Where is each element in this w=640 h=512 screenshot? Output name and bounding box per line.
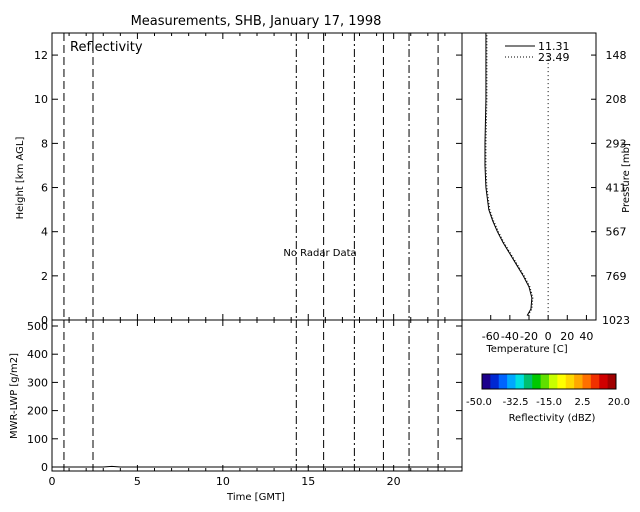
reflectivity-panel: Reflectivity No Radar Data Height [km AG… [15,32,463,327]
colorbar-frame [481,373,617,390]
colorbar-tick-label: 2.5 [575,397,591,408]
temperature-tick-label: -60 [482,330,500,343]
colorbar-cell [507,374,516,389]
temperature-panel: Temperature [C] Pressure [mb] -60 -40 -20 0… [461,32,632,355]
pressure-axis-label: Pressure [mb] [621,143,632,213]
height-tick-label: 8 [41,137,48,150]
lwp-series-line [52,465,462,468]
colorbar-cell [482,374,491,389]
time-axis-label: Time [GMT] [226,492,285,503]
lwp-tick-label: 200 [27,405,48,418]
height-tick-label: 4 [41,226,48,239]
pressure-ticks: 1023 769 567 411 293 208 148 [591,49,630,327]
colorbar-cell [549,374,558,389]
lwp-dashed-lines [63,320,439,471]
reflectivity-frame [51,32,463,321]
lwp-tick-label: 500 [27,320,48,333]
colorbar-cell [557,374,567,389]
pressure-tick-label: 1023 [602,314,630,327]
reflectivity-dashed-lines [63,33,439,320]
colorbar-tick-labels: -50.0 -32.5 -15.0 2.5 20.0 [466,397,630,408]
lwp-tick-label: 0 [41,461,48,474]
pressure-tick-label: 411 [606,182,627,195]
time-ticks: 0 5 10 15 20 [49,320,463,488]
legend-label-1131: 11.31 [538,40,570,53]
time-tick-label: 5 [134,475,141,488]
colorbar-cell [490,374,500,389]
reflectivity-label: Reflectivity [70,40,143,55]
temperature-axis-label: Temperature [C] [485,344,567,355]
pressure-tick-label: 769 [606,270,627,283]
temperature-tick-label: 20 [560,330,574,343]
lwp-tick-label: 100 [27,433,48,446]
reflectivity-colorbar: -50.0 -32.5 -15.0 2.5 20.0 Reflectivity (dBZ… [466,373,630,424]
lwp-panel: MWR-LWP [g/m2] Time [GMT] 01002003004005… [9,319,463,503]
colorbar-cell [532,374,542,389]
chart-title: Measurements, SHB, January 17, 1998 [131,14,382,29]
time-tick-label: 10 [216,475,230,488]
colorbar-cell [498,374,508,389]
colorbar-title: Reflectivity (dBZ) [509,413,596,424]
lwp-tick-label: 300 [27,376,48,389]
lwp-tick-label: 400 [27,348,48,361]
height-ticks: 0 2 4 6 8 10 12 [34,49,462,327]
pressure-tick-label: 208 [606,93,627,106]
colorbar-cell [523,374,533,389]
time-tick-label: 20 [387,475,401,488]
temperature-tick-label: 40 [579,330,593,343]
colorbar-cell [607,374,617,389]
pressure-tick-label: 293 [606,137,627,150]
colorbar-cells [482,374,617,389]
lwp-ticks: 0 100 200 300 400 500 [27,320,462,474]
colorbar-cell [599,374,609,389]
height-tick-label: 12 [34,49,48,62]
colorbar-tick-label: -50.0 [466,397,492,408]
time-tick-label: 15 [301,475,315,488]
colorbar-cell [590,374,600,389]
colorbar-cell [565,374,575,389]
no-radar-annotation: No Radar Data [283,248,356,259]
temperature-tick-label: -20 [520,330,538,343]
temperature-frame [461,32,597,321]
height-tick-label: 0 [41,314,48,327]
time-tick-label: 0 [49,475,56,488]
colorbar-cell [574,374,583,389]
colorbar-cell [540,374,550,389]
temperature-tick-label: 0 [545,330,552,343]
reflectivity-time-ticks [51,33,463,320]
pressure-tick-label: 148 [606,49,627,62]
height-tick-label: 10 [34,93,48,106]
temperature-tick-label: -40 [501,330,519,343]
colorbar-cell [582,374,592,389]
temperature-legend: 11.31 23.49 [505,40,570,64]
colorbar-tick-label: -32.5 [503,397,529,408]
legend-label-2349: 23.49 [538,51,570,64]
height-tick-label: 2 [41,270,48,283]
height-axis-label: Height [km AGL] [15,137,26,220]
colorbar-tick-label: 20.0 [608,397,630,408]
colorbar-cell [515,374,525,389]
lwp-frame [51,319,463,472]
height-tick-label: 6 [41,182,48,195]
colorbar-tick-label: -15.0 [536,397,562,408]
temperature-series-1131 [484,33,533,316]
temperature-ticks: -60 -40 -20 0 20 40 [482,315,593,343]
pressure-tick-label: 567 [606,226,627,239]
lwp-axis-label: MWR-LWP [g/m2] [9,353,20,439]
temperature-series-2349 [485,33,534,316]
